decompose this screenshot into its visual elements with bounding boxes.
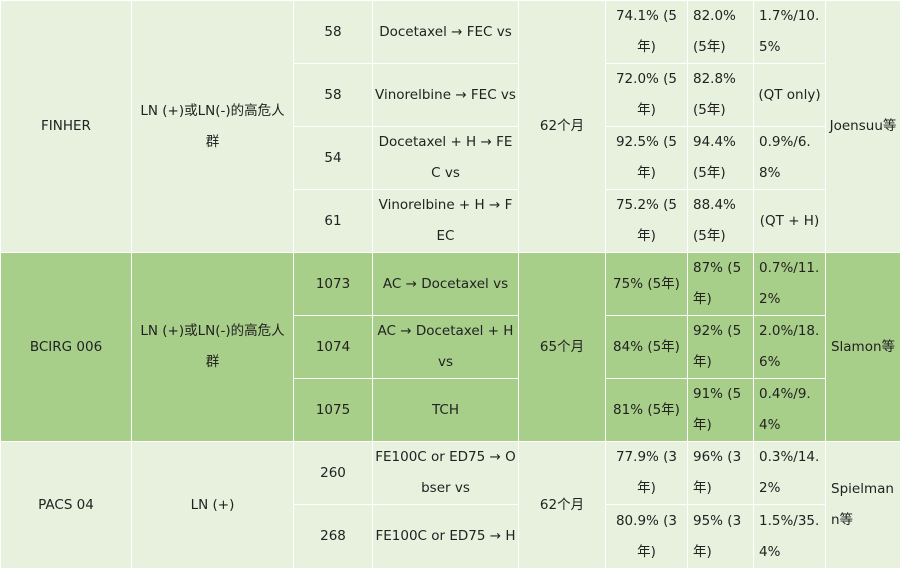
- arm-n: 58: [293, 63, 373, 127]
- table-row: 1075 TCH 81% (5年) 91% (5年) 0.4%/9.4%: [1, 378, 900, 442]
- trial-name: BCIRG 006: [0, 252, 132, 442]
- table-row: 58 Vinorelbine → FEC vs 72.0% (5年) 82.8%…: [1, 63, 900, 127]
- arm-regimen: Docetaxel + H → FEC vs: [372, 126, 519, 190]
- table-row: 1074 AC → Docetaxel + H vs 84% (5年) 92% …: [1, 315, 900, 379]
- arm-dfs: 80.9% (3年): [605, 504, 688, 569]
- arm-os: 94.4% (5年): [687, 126, 754, 190]
- arm-dfs: 75% (5年): [605, 252, 688, 316]
- arm-regimen: Vinorelbine + H → FEC: [372, 189, 519, 253]
- arm-dfs: 81% (5年): [605, 378, 688, 442]
- arm-n: 268: [293, 504, 373, 569]
- trial-name: FINHER: [0, 0, 132, 253]
- trial-author: Slamon等: [825, 252, 900, 442]
- arm-dfs: 92.5% (5年): [605, 126, 688, 190]
- arm-dfs: 74.1% (5年): [605, 0, 688, 64]
- trial-followup: 62个月: [518, 441, 606, 569]
- trial-population: LN (+)或LN(-)的高危人群: [131, 0, 294, 253]
- arm-dfs: 75.2% (5年): [605, 189, 688, 253]
- table-row: 54 Docetaxel + H → FEC vs 92.5% (5年) 94.…: [1, 126, 900, 190]
- arm-os: 82.0% (5年): [687, 0, 754, 64]
- arm-cardiac: 2.0%/18.6%: [753, 315, 826, 379]
- arm-regimen: Docetaxel → FEC vs: [372, 0, 519, 64]
- arm-cardiac: 1.5%/35.4%: [753, 504, 826, 569]
- arm-regimen: FE100C or ED75 → H: [372, 504, 519, 569]
- arm-cardiac: 1.7%/10.5%: [753, 0, 826, 64]
- arm-n: 58: [293, 0, 373, 64]
- trial-author: Spielmann等: [825, 441, 900, 569]
- arm-n: 1074: [293, 315, 373, 379]
- arm-n: 54: [293, 126, 373, 190]
- trial-population: LN (+)或LN(-)的高危人群: [131, 252, 294, 442]
- arm-cardiac: (QT + H): [753, 189, 826, 253]
- trial-followup: 62个月: [518, 0, 606, 253]
- arm-cardiac: 0.9%/6.8%: [753, 126, 826, 190]
- arm-os: 91% (5年): [687, 378, 754, 442]
- arm-n: 1073: [293, 252, 373, 316]
- table-row: PACS 04 LN (+) 260 FE100C or ED75 → Obse…: [0, 441, 900, 569]
- arm-os: 82.8% (5年): [687, 63, 754, 127]
- arm-regimen: Vinorelbine → FEC vs: [372, 63, 519, 127]
- trial-name: PACS 04: [0, 441, 132, 569]
- trial-population: LN (+): [131, 441, 294, 569]
- arm-cardiac: 0.3%/14.2%: [753, 441, 826, 505]
- arm-regimen: AC → Docetaxel vs: [372, 252, 519, 316]
- table-row: BCIRG 006 LN (+)或LN(-)的高危人群 1073 AC → Do…: [0, 252, 900, 442]
- arm-n: 260: [293, 441, 373, 505]
- arm-regimen: FE100C or ED75 → Obser vs: [372, 441, 519, 505]
- arm-os: 87% (5年): [687, 252, 754, 316]
- arm-dfs: 84% (5年): [605, 315, 688, 379]
- arm-os: 95% (3年): [687, 504, 754, 569]
- arm-cardiac: (QT only): [753, 63, 826, 127]
- arm-dfs: 77.9% (3年): [605, 441, 688, 505]
- arm-os: 92% (5年): [687, 315, 754, 379]
- arm-regimen: TCH: [372, 378, 519, 442]
- arm-n: 1075: [293, 378, 373, 442]
- arm-regimen: AC → Docetaxel + H vs: [372, 315, 519, 379]
- arm-dfs: 72.0% (5年): [605, 63, 688, 127]
- arm-cardiac: 0.4%/9.4%: [753, 378, 826, 442]
- trial-followup: 65个月: [518, 252, 606, 442]
- arm-os: 96% (3年): [687, 441, 754, 505]
- arm-os: 88.4% (5年): [687, 189, 754, 253]
- arm-n: 61: [293, 189, 373, 253]
- table-row: FINHER LN (+)或LN(-)的高危人群 58 Docetaxel → …: [0, 0, 900, 253]
- trial-author: Joensuu等: [825, 0, 900, 253]
- arm-cardiac: 0.7%/11.2%: [753, 252, 826, 316]
- table-row: 61 Vinorelbine + H → FEC 75.2% (5年) 88.4…: [1, 189, 900, 253]
- table-row: 268 FE100C or ED75 → H 80.9% (3年) 95% (3…: [1, 504, 900, 569]
